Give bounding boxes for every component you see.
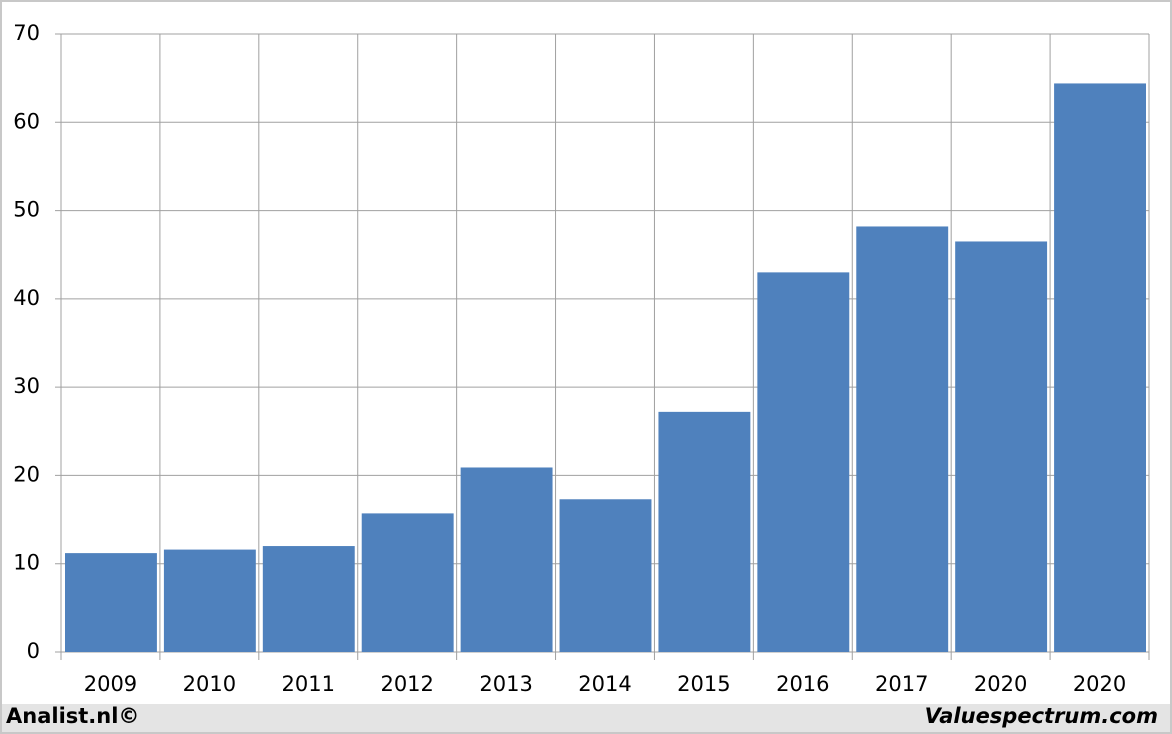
x-tick-label: 2020 [1073,672,1126,696]
x-tick-label: 2010 [183,672,236,696]
y-tick-label: 40 [13,286,40,310]
y-tick-label: 20 [13,462,40,486]
y-tick-label: 70 [13,21,40,45]
footer-left: Analist.nl© [6,704,139,728]
bar [757,272,850,652]
bar [955,241,1048,652]
x-tick-label: 2015 [677,672,730,696]
x-tick-label: 2020 [974,672,1027,696]
bar [163,549,256,652]
y-tick-label: 0 [27,639,40,663]
y-tick-label: 30 [13,374,40,398]
x-tick-label: 2013 [479,672,532,696]
x-tick-label: 2012 [380,672,433,696]
x-tick-label: 2011 [282,672,335,696]
footer-band [2,704,1170,732]
bar [658,411,751,652]
bar [361,513,454,652]
x-tick-label: 2009 [84,672,137,696]
y-tick-label: 50 [13,198,40,222]
y-tick-label: 10 [13,551,40,575]
bar [1054,83,1146,652]
bar [460,467,553,652]
footer-right: Valuespectrum.com [925,704,1158,728]
bar [856,226,949,652]
x-tick-label: 2016 [776,672,829,696]
x-tick-label: 2014 [578,672,631,696]
bar [262,546,355,652]
bar [65,553,157,652]
x-tick-label: 2017 [875,672,928,696]
bar [559,499,652,652]
y-tick-label: 60 [13,109,40,133]
